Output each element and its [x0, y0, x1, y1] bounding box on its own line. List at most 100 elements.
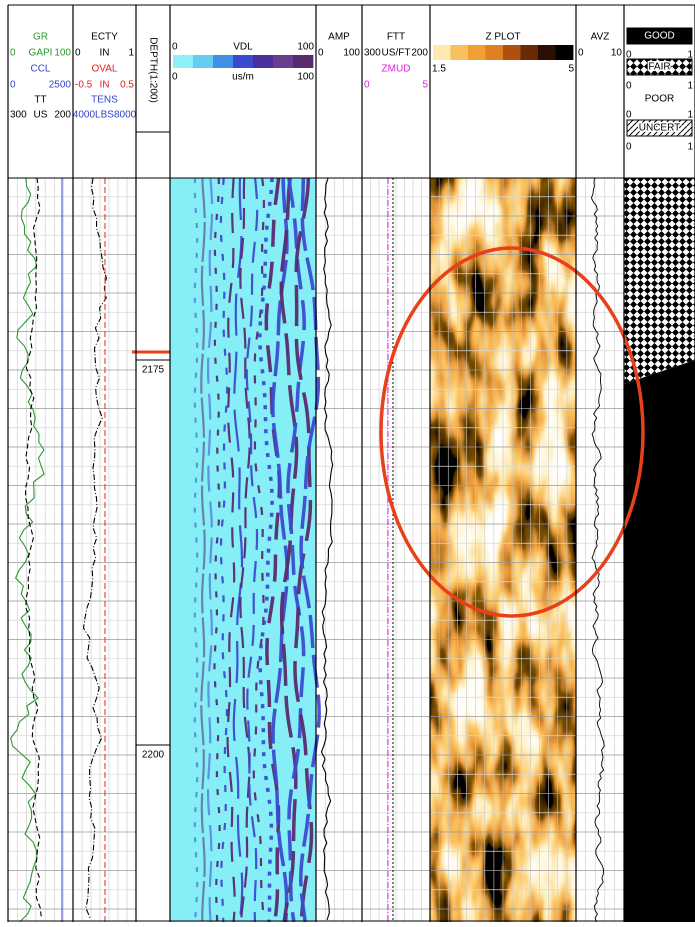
header-label: 200	[54, 110, 71, 121]
header-label: 0	[10, 48, 16, 59]
header-label: 5	[422, 80, 428, 91]
header-label: US	[34, 110, 48, 121]
header-label: 100	[343, 48, 360, 59]
colorbar-cell	[538, 45, 556, 60]
ecty-curve	[82, 177, 107, 919]
vdl-stripe	[193, 177, 199, 923]
colorbar-cell	[273, 55, 294, 68]
colorbar-cell	[233, 55, 254, 68]
header-label: GR	[33, 32, 48, 43]
header-label: 0	[172, 42, 178, 53]
header-label: 0	[626, 50, 632, 61]
depth-label: 2200	[142, 750, 165, 761]
vdl-stripe	[232, 177, 244, 923]
amp-curve	[320, 177, 334, 921]
vdl-stripe	[271, 177, 289, 923]
vdl-stripe	[226, 177, 236, 923]
vdl-stripe	[239, 177, 251, 923]
header-label: 0	[364, 80, 370, 91]
tt-curve	[24, 177, 42, 919]
header-label: 100	[54, 48, 71, 59]
colorbar-cell	[293, 55, 314, 68]
header-label: AVZ	[591, 32, 610, 43]
header-label: TT	[34, 95, 46, 106]
header-label: TENS	[91, 95, 118, 106]
header-label: CCL	[30, 64, 50, 75]
header-label: 200	[411, 48, 428, 59]
header-label: 4000LBS8000	[73, 110, 137, 121]
header-label: 300	[10, 110, 27, 121]
header-label: IN	[100, 48, 110, 59]
colorbar-cell	[555, 45, 574, 60]
vdl-stripe	[245, 177, 259, 923]
header-label: UNCERT	[639, 123, 680, 134]
header-label: 100	[297, 42, 314, 53]
vdl-stripe	[286, 177, 306, 923]
depth-label: 2175	[142, 365, 165, 376]
colorbar-cell	[173, 55, 194, 68]
header-label: 1	[128, 48, 134, 59]
header-label: US/FT	[382, 48, 411, 59]
header-label: 5	[568, 64, 574, 75]
colorbar-cell	[503, 45, 521, 60]
header-label: 1	[687, 81, 693, 92]
header-label: 0	[75, 48, 81, 59]
header-label: ECTY	[91, 32, 118, 43]
vdl-stripe	[299, 177, 321, 923]
header-label: OVAL	[92, 64, 118, 75]
header-label: us/m	[232, 72, 254, 83]
quality-fair	[624, 178, 695, 384]
header-label: 0.5	[120, 80, 134, 91]
header-label: GOOD	[644, 31, 675, 42]
legend-box	[626, 119, 693, 137]
header-label: -0.5	[75, 80, 93, 91]
header-label: 0	[626, 81, 632, 92]
header-label: GAPI	[29, 48, 53, 59]
vdl-stripe	[279, 177, 299, 923]
header-label: ZMUD	[382, 64, 411, 75]
depth-title: DEPTH(1:200)	[147, 37, 158, 103]
header-label: 0	[172, 72, 178, 83]
header-label: 2500	[49, 80, 72, 91]
highlight-ellipse	[379, 246, 645, 618]
header-label: 10	[611, 48, 623, 59]
colorbar-cell	[213, 55, 234, 68]
colorbar-cell	[433, 45, 451, 60]
quality-good	[624, 360, 695, 922]
header-label: VDL	[233, 42, 253, 53]
colorbar-cell	[468, 45, 486, 60]
header-label: 1	[687, 50, 693, 61]
header-label: AMP	[328, 32, 350, 43]
legend-box	[626, 58, 693, 76]
header-label: Z PLOT	[485, 32, 520, 43]
header-label: 300	[364, 48, 381, 59]
header-label: POOR	[645, 94, 674, 105]
header-label: 1	[687, 110, 693, 121]
colorbar-cell	[253, 55, 274, 68]
colorbar-cell	[193, 55, 214, 68]
header-bg	[8, 5, 695, 178]
vdl-stripe	[258, 177, 274, 923]
header-label: 100	[297, 72, 314, 83]
vdl-stripe	[252, 177, 266, 923]
vdl-stripe	[200, 177, 206, 922]
header-label: 1.5	[432, 64, 446, 75]
gr-curve	[10, 177, 45, 923]
header-label: FTT	[387, 32, 405, 43]
vdl-stripe	[206, 177, 214, 923]
header-label: 0	[626, 110, 632, 121]
header-label: 1	[687, 142, 693, 153]
colorbar-cell	[450, 45, 469, 60]
header-label: IN	[100, 80, 110, 91]
header-label: 0	[10, 80, 16, 91]
log-body: 2175 2200	[8, 177, 695, 923]
header-label: FAIR	[648, 62, 670, 73]
header-label: 0	[626, 142, 632, 153]
colorbar-cell	[520, 45, 539, 60]
header-label: 0	[318, 48, 324, 59]
legend-box	[626, 27, 693, 45]
colorbar-cell	[485, 45, 504, 60]
avz-curve	[590, 177, 605, 923]
